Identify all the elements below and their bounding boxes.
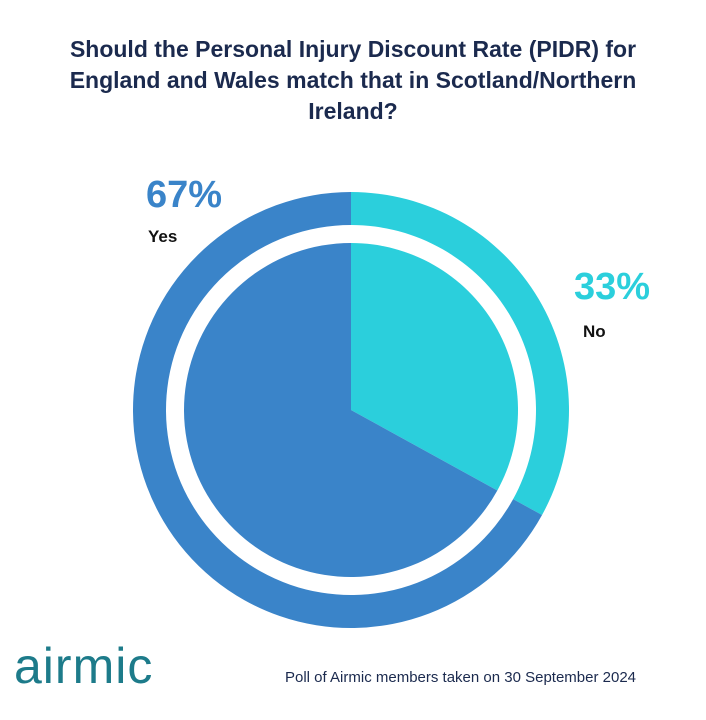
chart-title: Should the Personal Injury Discount Rate… [69,36,637,124]
airmic-logo: airmic [14,638,154,694]
ring-segment-no [351,192,569,516]
no-category-label: No [583,322,606,341]
yes-category-label: Yes [148,227,178,246]
yes-percentage-label: 67% [146,174,223,216]
pie-slice-yes [184,243,498,577]
pie-slice-no [351,243,519,491]
no-percentage-label: 33% [574,266,651,308]
footnote: Poll of Airmic members taken on 30 Septe… [285,669,637,686]
